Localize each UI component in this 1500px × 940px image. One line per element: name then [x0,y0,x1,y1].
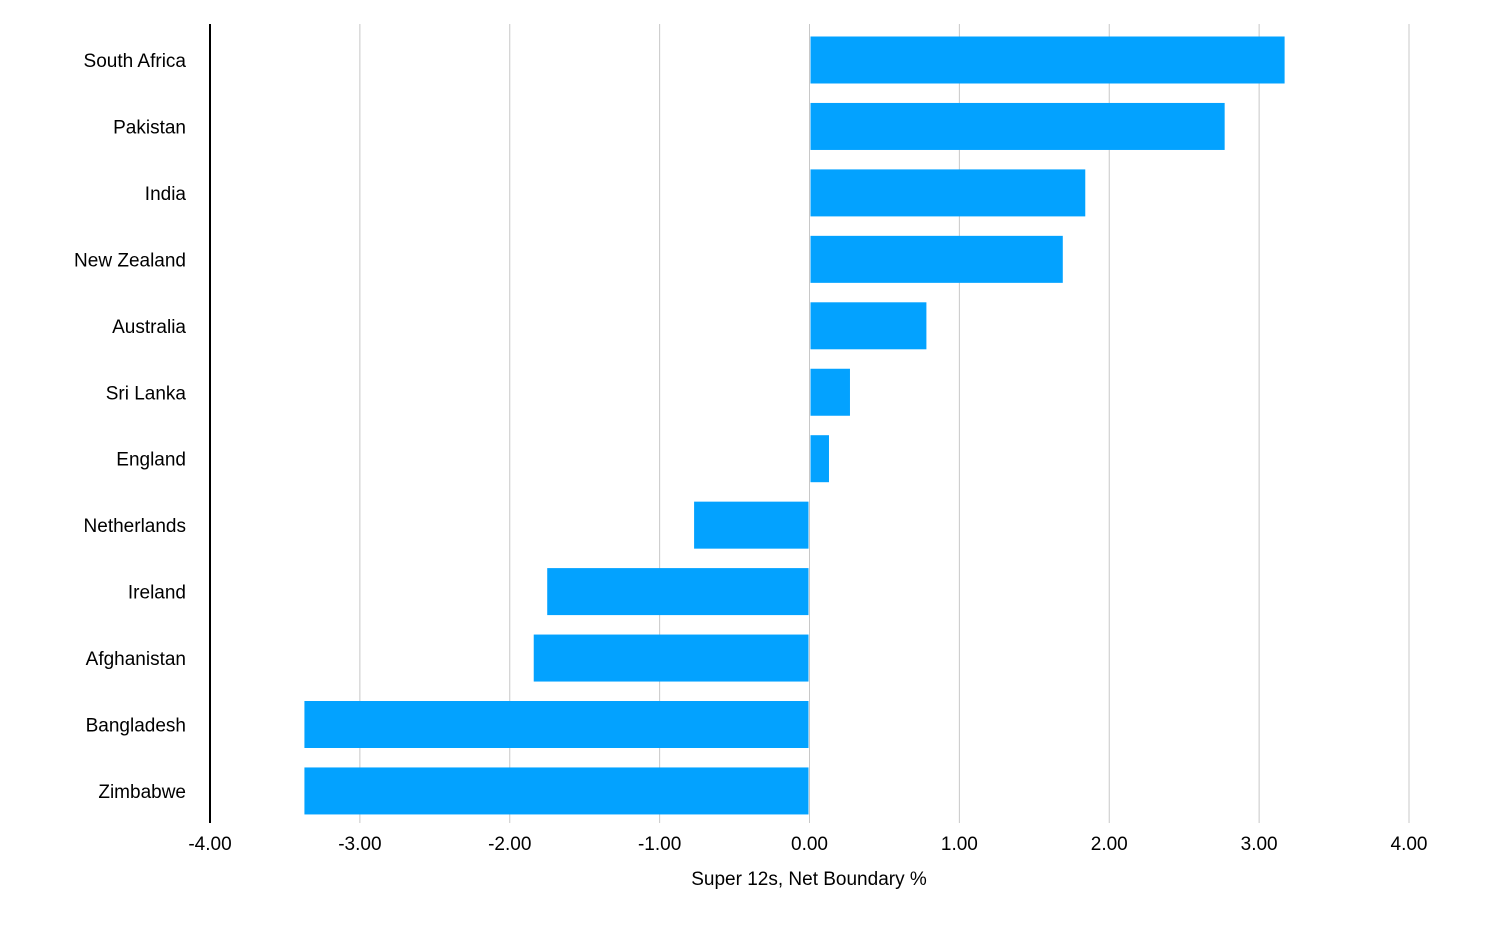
category-label: Netherlands [84,516,186,537]
x-tick-label: -2.00 [488,834,531,855]
x-tick-labels: -4.00 -3.00 -2.00 -1.00 0.00 1.00 2.00 3.00 4.00 [188,834,1427,855]
x-tick-label: 1.00 [941,834,978,855]
bar [304,701,809,748]
category-label: New Zealand [74,250,186,271]
bar [810,235,1063,283]
category-label: India [145,184,187,205]
bar [810,302,927,350]
x-tick-label: -3.00 [338,834,381,855]
category-label: Australia [112,317,186,338]
bar [547,568,809,616]
x-tick-label: -1.00 [638,834,681,855]
bar [810,102,1225,150]
category-label: Zimbabwe [98,782,186,803]
category-label: Afghanistan [86,649,186,670]
bars [304,36,1285,815]
category-label: Sri Lanka [106,383,187,404]
x-tick-label: -4.00 [188,834,231,855]
category-label: Ireland [128,583,186,604]
bar [810,36,1285,84]
gridlines [359,24,1410,823]
x-tick-label: 3.00 [1241,834,1278,855]
bar [810,368,850,416]
bar [694,501,809,549]
x-axis-title: Super 12s, Net Boundary % [691,869,927,890]
category-label: Pakistan [113,117,186,138]
x-tick-label: 2.00 [1091,834,1128,855]
category-label: England [116,450,186,471]
bar [304,767,809,815]
x-tick-label: 0.00 [791,834,828,855]
category-labels: South Africa Pakistan India New Zealand Aust… [74,51,186,803]
bar [810,435,829,483]
x-tick-label: 4.00 [1391,834,1428,855]
bar [533,634,809,682]
bar [810,169,1086,217]
category-label: Bangladesh [86,716,186,737]
category-label: South Africa [84,51,187,72]
